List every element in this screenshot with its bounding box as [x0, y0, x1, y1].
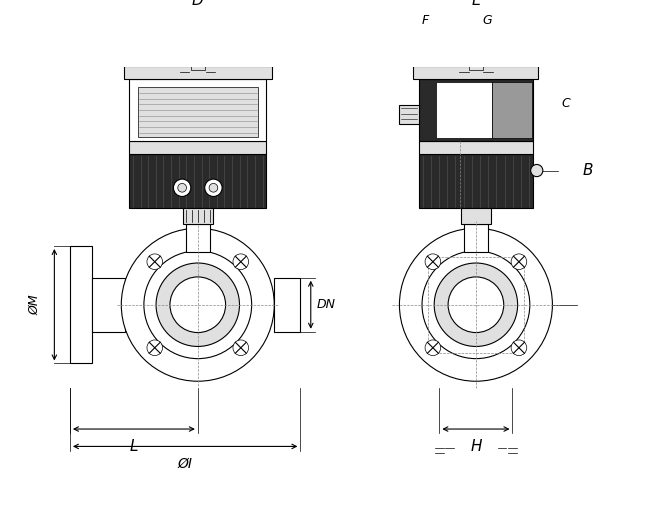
Bar — [274, 278, 300, 332]
Circle shape — [422, 251, 530, 359]
Circle shape — [448, 277, 504, 332]
Bar — [400, 105, 419, 124]
Bar — [428, 257, 523, 353]
Bar — [191, 62, 205, 70]
Text: D: D — [192, 0, 203, 8]
FancyBboxPatch shape — [178, 35, 218, 57]
Text: ØM: ØM — [28, 294, 41, 315]
Bar — [129, 154, 266, 208]
Bar — [493, 82, 531, 138]
Text: DN: DN — [317, 298, 336, 311]
Bar — [129, 142, 266, 154]
Text: F: F — [422, 14, 429, 27]
Circle shape — [233, 254, 249, 270]
Text: L: L — [130, 439, 138, 455]
Circle shape — [156, 263, 239, 347]
Circle shape — [144, 251, 252, 359]
Circle shape — [209, 183, 218, 192]
Bar — [419, 142, 533, 154]
Circle shape — [425, 254, 441, 270]
Circle shape — [425, 340, 441, 356]
Circle shape — [147, 340, 163, 356]
Text: E: E — [471, 0, 481, 8]
Circle shape — [400, 228, 552, 381]
Bar — [419, 79, 533, 142]
Text: H: H — [470, 439, 482, 455]
Bar — [129, 79, 266, 142]
Bar — [472, 55, 480, 66]
Circle shape — [233, 340, 249, 356]
Bar — [413, 66, 539, 79]
Bar — [194, 55, 201, 66]
FancyBboxPatch shape — [456, 35, 496, 57]
Bar — [182, 208, 213, 224]
Bar — [70, 246, 92, 363]
Circle shape — [511, 340, 527, 356]
Circle shape — [511, 254, 527, 270]
Bar — [419, 154, 533, 208]
Text: B: B — [583, 163, 593, 178]
Text: G: G — [483, 14, 493, 27]
Circle shape — [170, 277, 226, 332]
Bar — [461, 208, 491, 224]
Bar — [92, 278, 125, 332]
Bar — [138, 88, 258, 137]
Circle shape — [121, 228, 274, 381]
Circle shape — [147, 254, 163, 270]
Bar — [186, 224, 210, 252]
Circle shape — [205, 179, 222, 196]
Text: ØI: ØI — [178, 457, 193, 471]
Bar — [469, 62, 483, 70]
Circle shape — [178, 183, 186, 192]
Bar — [124, 66, 272, 79]
Text: C: C — [562, 97, 571, 110]
Circle shape — [531, 164, 543, 177]
Circle shape — [173, 179, 191, 196]
Circle shape — [434, 263, 518, 347]
Bar — [464, 224, 488, 252]
Bar — [436, 82, 493, 138]
